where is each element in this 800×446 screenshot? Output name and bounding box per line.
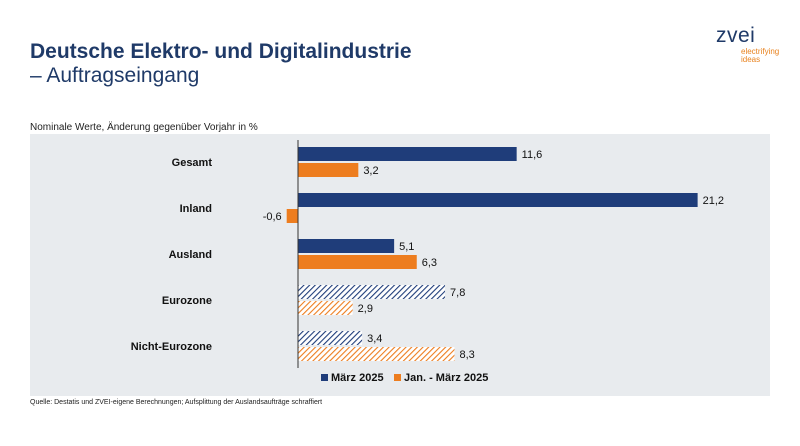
bar-maerz-2025 bbox=[298, 331, 363, 345]
logo-tagline-1: electrifying bbox=[741, 47, 780, 56]
data-label: 2,9 bbox=[358, 303, 373, 315]
logo-name: zvei bbox=[716, 24, 756, 47]
category-label: Nicht-Eurozone bbox=[131, 341, 212, 353]
data-label: -0,6 bbox=[263, 211, 282, 223]
legend-swatch bbox=[394, 374, 401, 381]
chart-panel: Gesamt 11,6 3,2 Inland 21,2 -0,6 Ausland 5,1 6,3… bbox=[30, 134, 770, 396]
data-label: 5,1 bbox=[399, 241, 414, 253]
category-label: Inland bbox=[180, 203, 212, 215]
category-label: Gesamt bbox=[172, 157, 213, 169]
data-label: 11,6 bbox=[522, 149, 543, 161]
bar-maerz-2025 bbox=[298, 285, 446, 299]
legend-swatch bbox=[321, 374, 328, 381]
bar-jan-maerz-2025 bbox=[298, 347, 455, 361]
bar-maerz-2025 bbox=[298, 147, 517, 161]
data-label: 6,3 bbox=[422, 257, 437, 269]
source-note: Quelle: Destatis und ZVEI-eigene Berechn… bbox=[30, 399, 323, 406]
title-line-1: Deutsche Elektro- und Digitalindustrie bbox=[30, 40, 412, 63]
logo-tagline-2: ideas bbox=[741, 55, 761, 64]
zvei-logo: zvei electrifying ideas bbox=[716, 24, 780, 64]
data-label: 8,3 bbox=[459, 349, 474, 361]
title-line-2: – Auftragseingang bbox=[30, 64, 200, 87]
bar-jan-maerz-2025 bbox=[298, 255, 417, 269]
chart-subtitle: Nominale Werte, Änderung gegenüber Vorja… bbox=[30, 122, 258, 133]
data-label: 3,2 bbox=[363, 165, 378, 177]
bar-maerz-2025 bbox=[298, 193, 698, 207]
bar-jan-maerz-2025 bbox=[298, 163, 359, 177]
legend-label: März 2025 bbox=[331, 372, 384, 384]
chart-title: Deutsche Elektro- und Digitalindustrie –… bbox=[30, 40, 412, 88]
category-label: Ausland bbox=[169, 249, 212, 261]
data-label: 21,2 bbox=[703, 195, 724, 207]
bar-chart: Gesamt 11,6 3,2 Inland 21,2 -0,6 Ausland 5,1 6,3… bbox=[131, 140, 724, 384]
bar-jan-maerz-2025 bbox=[286, 209, 298, 223]
bar-jan-maerz-2025 bbox=[298, 301, 353, 315]
category-label: Eurozone bbox=[162, 295, 212, 307]
data-label: 3,4 bbox=[367, 333, 382, 345]
data-label: 7,8 bbox=[450, 287, 465, 299]
bar-maerz-2025 bbox=[298, 239, 395, 253]
legend-label: Jan. - März 2025 bbox=[404, 372, 488, 384]
